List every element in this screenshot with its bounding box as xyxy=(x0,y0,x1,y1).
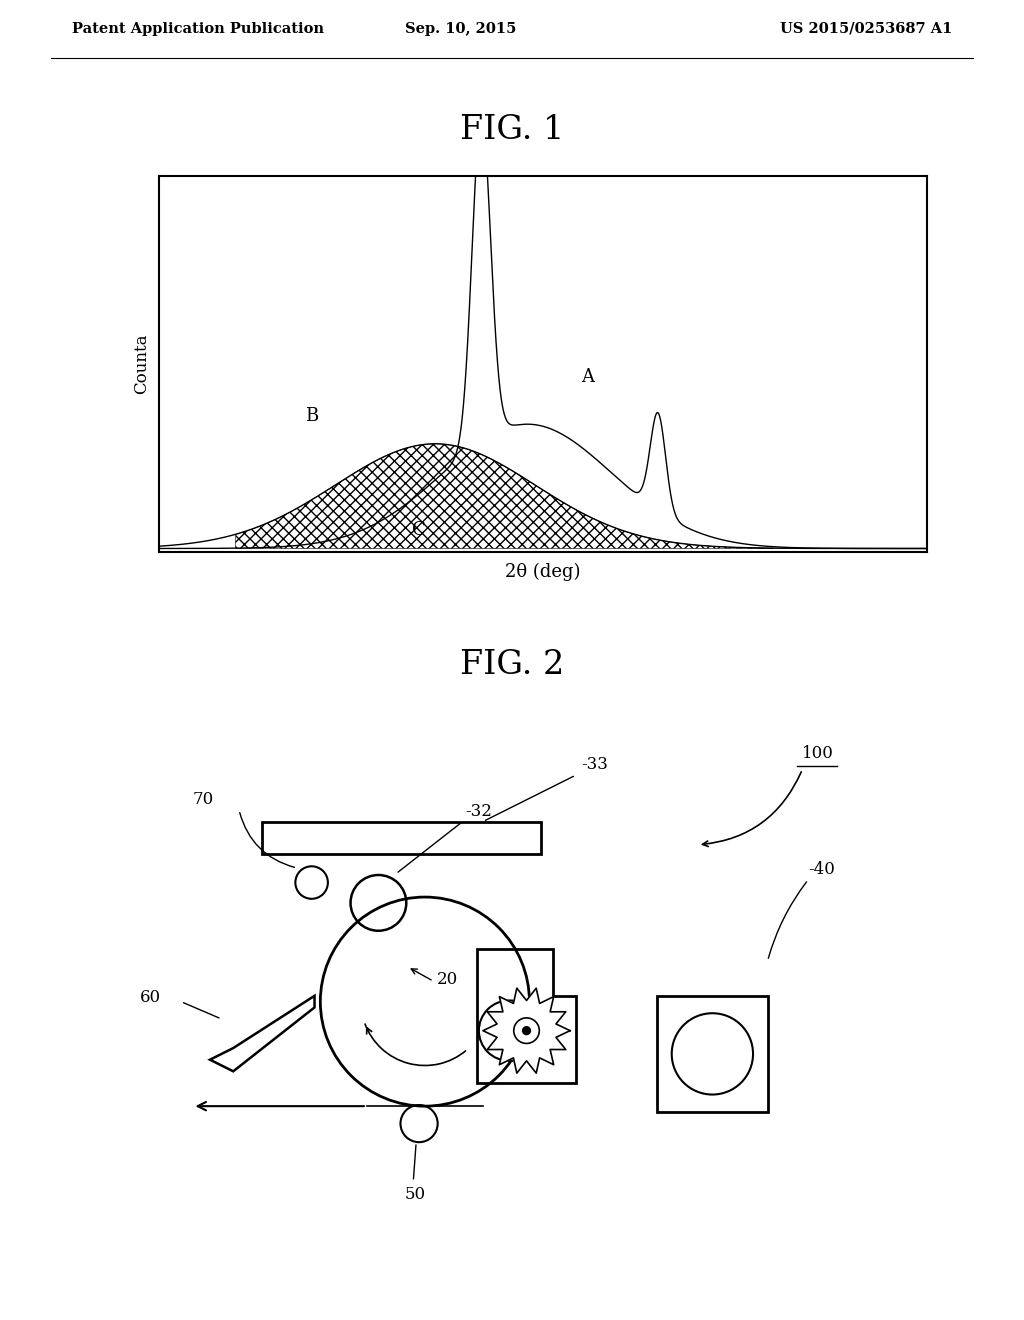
Bar xyxy=(262,821,541,854)
Text: 60: 60 xyxy=(140,989,162,1006)
Y-axis label: Counta: Counta xyxy=(133,334,151,393)
Text: Sep. 10, 2015: Sep. 10, 2015 xyxy=(406,21,516,36)
Text: -40: -40 xyxy=(808,861,836,878)
Text: -33: -33 xyxy=(582,756,608,774)
Text: 50: 50 xyxy=(404,1187,426,1203)
Text: US 2015/0253687 A1: US 2015/0253687 A1 xyxy=(780,21,952,36)
Text: B: B xyxy=(305,407,317,425)
Text: FIG. 1: FIG. 1 xyxy=(460,114,564,147)
Text: 100: 100 xyxy=(803,744,835,762)
Text: 70: 70 xyxy=(193,791,214,808)
Text: Patent Application Publication: Patent Application Publication xyxy=(72,21,324,36)
Text: -32: -32 xyxy=(466,803,493,820)
Text: FIG. 2: FIG. 2 xyxy=(460,648,564,681)
Circle shape xyxy=(479,1001,540,1061)
Text: 20: 20 xyxy=(436,972,458,989)
Circle shape xyxy=(522,1026,531,1035)
Text: A: A xyxy=(582,368,594,385)
Circle shape xyxy=(514,1018,540,1043)
Bar xyxy=(657,995,768,1111)
Polygon shape xyxy=(483,989,570,1073)
Text: C: C xyxy=(412,521,426,540)
Text: 2θ (deg): 2θ (deg) xyxy=(505,562,581,581)
Polygon shape xyxy=(210,995,314,1072)
